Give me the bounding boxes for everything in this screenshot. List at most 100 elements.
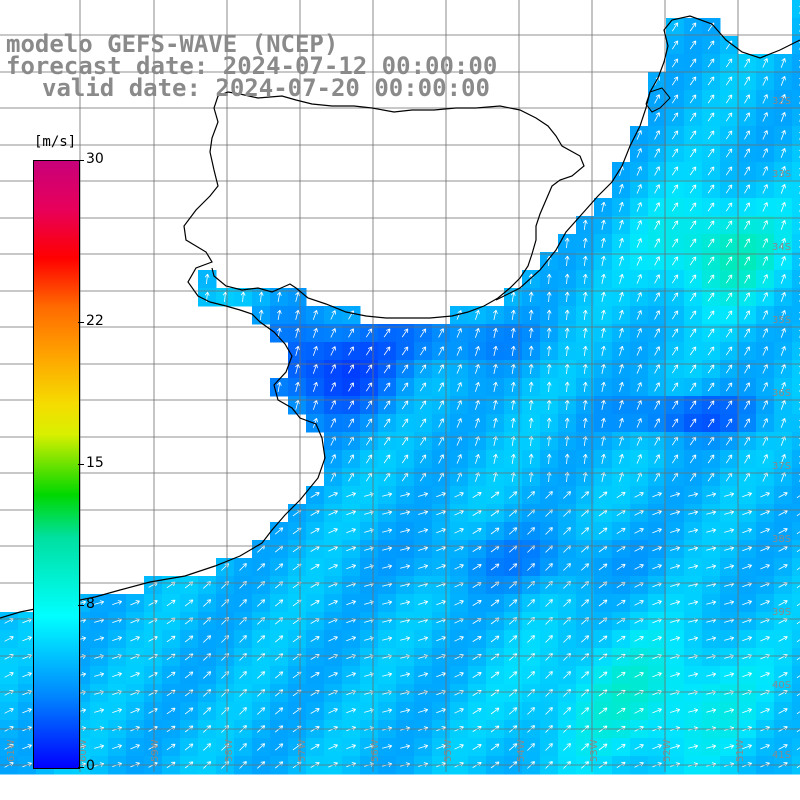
wind-arrow — [295, 309, 300, 320]
wind-arrow — [598, 563, 608, 571]
wind-arrow — [670, 492, 681, 497]
wind-arrow — [725, 202, 733, 212]
wind-arrow — [456, 400, 462, 410]
wind-arrow — [239, 653, 247, 661]
wind-arrow — [418, 600, 429, 605]
wind-arrow — [744, 130, 750, 140]
wind-arrow — [762, 256, 768, 266]
wind-arrow — [671, 94, 679, 104]
colorbar-tick-mark — [78, 321, 84, 323]
wind-arrow — [654, 400, 660, 410]
wind-arrow — [619, 381, 624, 392]
wind-arrow — [796, 495, 800, 499]
wind-arrow — [493, 381, 498, 392]
wind-arrow — [742, 528, 753, 534]
wind-arrow — [546, 273, 552, 285]
wind-arrow — [760, 636, 770, 642]
wind-arrow — [510, 345, 516, 356]
wind-arrow — [744, 112, 750, 122]
wind-arrow — [724, 636, 735, 641]
wind-arrow — [203, 599, 212, 607]
wind-arrow — [546, 291, 552, 303]
wind-arrow — [707, 148, 715, 158]
wind-arrow — [671, 22, 679, 32]
wind-arrow — [725, 382, 733, 392]
wind-arrow — [490, 635, 500, 643]
wind-arrow — [671, 454, 679, 464]
wind-arrow — [295, 381, 300, 392]
wind-arrow — [527, 653, 535, 661]
wind-arrow — [707, 454, 715, 464]
wind-arrow — [601, 327, 606, 338]
wind-arrow — [670, 528, 681, 533]
wind-arrow — [634, 600, 644, 606]
wind-arrow — [508, 599, 518, 607]
wind-arrow — [400, 636, 411, 641]
wind-arrow — [365, 454, 373, 464]
wind-arrow — [436, 510, 447, 516]
wind-arrow — [312, 381, 318, 392]
wind-arrow — [689, 382, 697, 392]
wind-arrow — [778, 600, 788, 606]
wind-arrow — [581, 707, 590, 715]
wind-arrow — [688, 636, 699, 641]
wind-arrow — [671, 202, 679, 212]
wind-arrow — [112, 672, 123, 677]
wind-arrow — [493, 345, 498, 356]
wind-arrow — [493, 327, 498, 338]
wind-arrow — [780, 399, 786, 410]
wind-arrow — [456, 346, 462, 356]
wind-arrow — [744, 256, 750, 266]
wind-arrow — [130, 672, 140, 678]
wind-arrow — [671, 274, 679, 284]
wind-arrow — [725, 166, 733, 176]
wind-arrow — [654, 112, 660, 122]
wind-cell — [792, 0, 800, 19]
wind-arrow — [419, 418, 427, 428]
colorbar-tick-label: 22 — [86, 312, 104, 329]
wind-arrow — [762, 400, 768, 410]
wind-arrow — [619, 237, 624, 248]
wind-arrow — [634, 708, 644, 714]
wind-arrow — [652, 492, 662, 498]
wind-arrow — [780, 201, 786, 212]
wind-arrow — [688, 510, 699, 515]
wind-arrow — [616, 563, 626, 571]
wind-arrow — [383, 418, 391, 428]
wind-arrow — [780, 345, 786, 356]
wind-arrow — [725, 454, 733, 464]
wind-arrow — [688, 528, 699, 533]
wind-arrow — [707, 382, 715, 392]
wind-arrow — [312, 345, 318, 356]
wind-arrow — [310, 492, 320, 498]
wind-arrow — [654, 328, 660, 338]
wind-arrow — [22, 744, 32, 750]
wind-arrow — [239, 563, 247, 571]
wind-arrow — [744, 238, 750, 248]
wind-arrow — [239, 635, 247, 643]
wind-arrow — [328, 492, 338, 498]
wind-arrow — [510, 327, 516, 338]
wind-arrow — [725, 400, 733, 410]
wind-arrow — [400, 492, 411, 497]
wind-cell — [792, 702, 800, 721]
wind-arrow — [762, 184, 768, 194]
wind-arrow — [634, 564, 644, 570]
wind-arrow — [582, 453, 588, 464]
wind-arrow — [274, 635, 284, 643]
colorbar — [33, 160, 80, 769]
wind-arrow — [616, 671, 626, 679]
wind-arrow — [707, 400, 715, 410]
wind-arrow — [475, 399, 480, 410]
wind-arrow — [564, 273, 570, 285]
wind-arrow — [598, 671, 608, 679]
wind-arrow — [546, 309, 552, 321]
wind-arrow — [654, 364, 660, 374]
wind-arrow — [619, 291, 624, 302]
wind-arrow — [528, 453, 534, 465]
colorbar-tick-mark — [78, 160, 84, 161]
wind-arrow — [671, 130, 679, 140]
wind-arrow — [346, 744, 357, 750]
wind-cell — [792, 666, 800, 685]
